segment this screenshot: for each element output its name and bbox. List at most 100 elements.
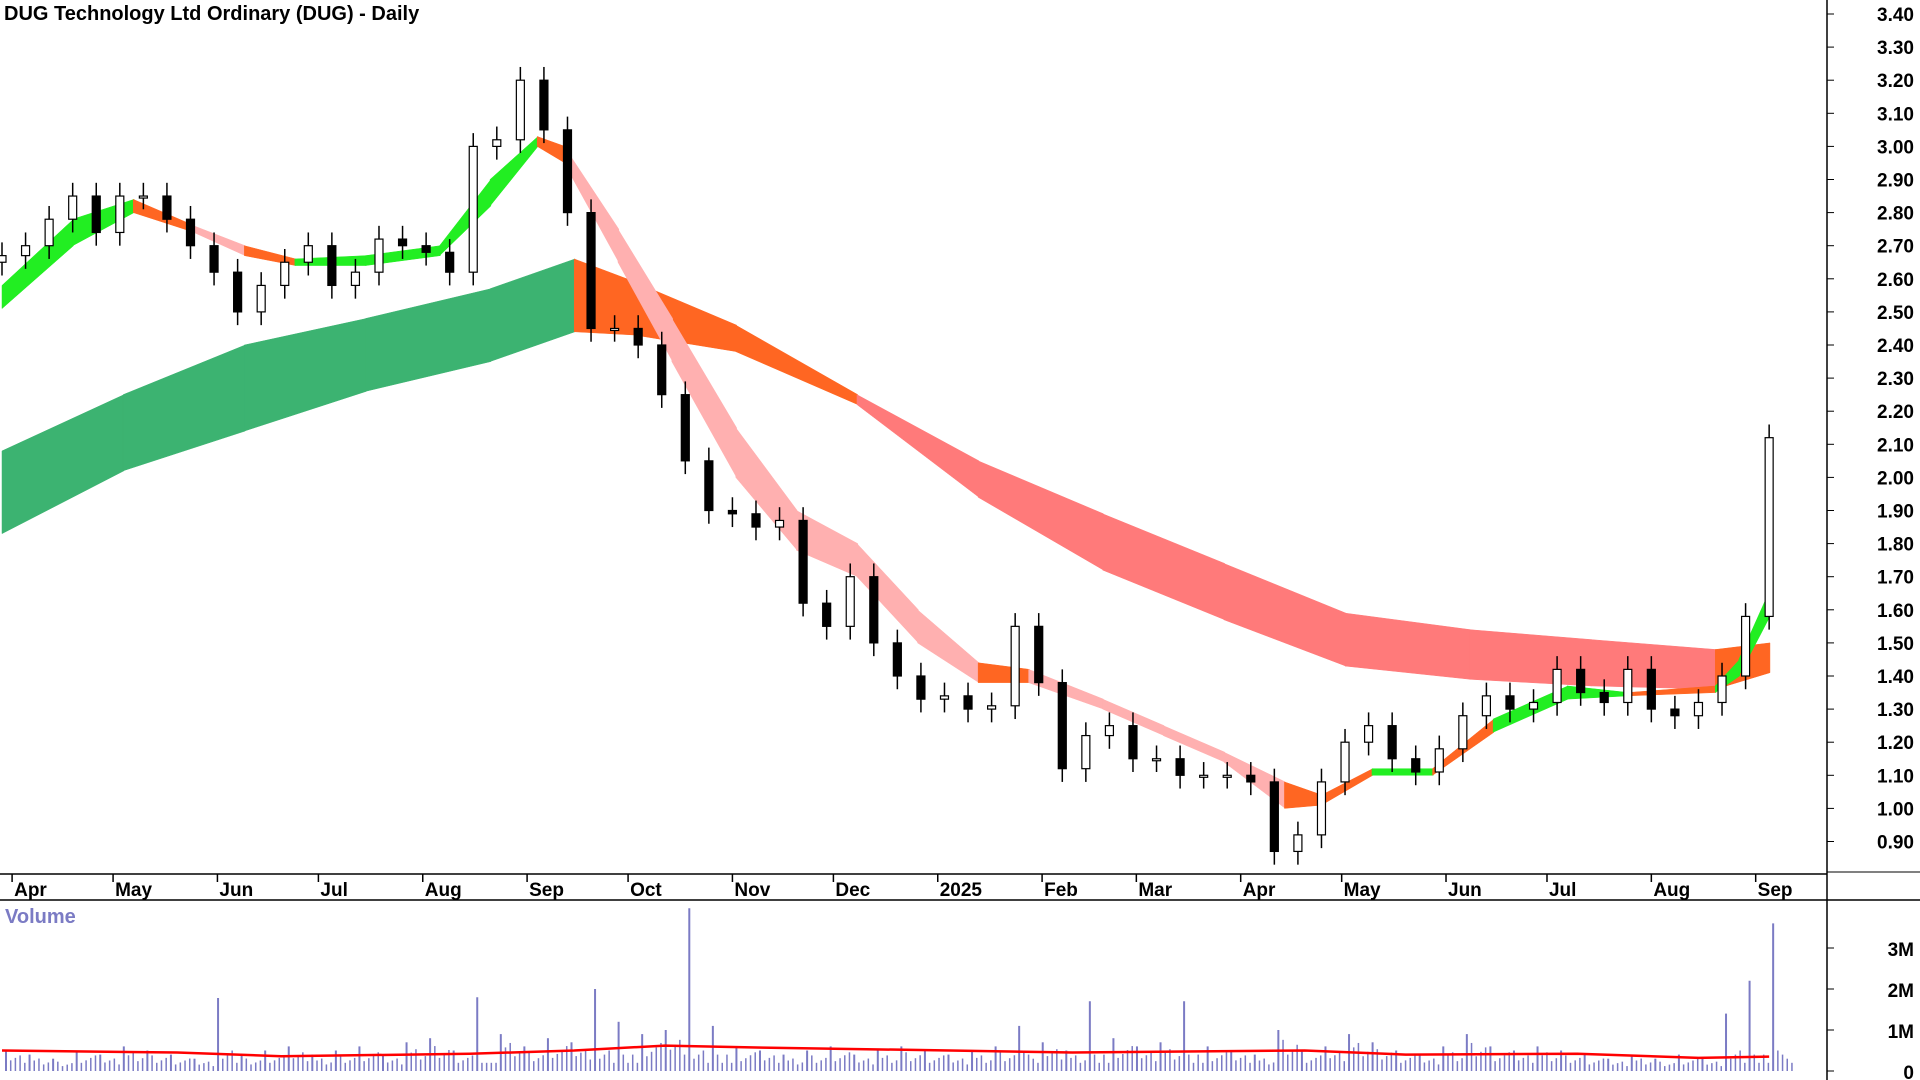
month-tick-label: Oct <box>630 880 662 901</box>
candle-body <box>963 695 973 710</box>
candle-body <box>633 327 643 346</box>
price-tick-label: 3.00 <box>1877 137 1914 158</box>
volume-label: Volume <box>5 906 76 928</box>
short-band-segment <box>856 542 919 644</box>
candle-body <box>1740 615 1751 677</box>
month-tick-label: 2025 <box>940 880 983 901</box>
price-tick-label: 2.30 <box>1877 369 1914 390</box>
price-tick-label: 1.70 <box>1877 568 1914 589</box>
candle-body <box>1387 725 1397 760</box>
price-tick-label: 2.50 <box>1877 303 1914 324</box>
candle-body <box>209 245 219 273</box>
long-band-segment <box>977 460 1104 571</box>
price-tick-label: 1.20 <box>1877 733 1914 754</box>
month-tick-label: Jun <box>219 880 253 901</box>
candle-body <box>115 195 125 234</box>
candle-body <box>610 327 620 332</box>
long-band-segment <box>244 318 367 432</box>
month-tick-label: Sep <box>1758 880 1793 901</box>
short-band-segment <box>1371 768 1434 776</box>
candle-body <box>256 284 266 313</box>
candle-body <box>822 602 832 627</box>
candle-body <box>1576 668 1586 694</box>
candle-body <box>1528 701 1539 710</box>
short-band-segment <box>439 178 492 257</box>
candle-body <box>1693 701 1704 717</box>
short-band-segment <box>193 225 246 257</box>
month-tick-label: Dec <box>835 880 870 901</box>
candle-body <box>727 509 738 515</box>
price-tick-label: 0.90 <box>1877 833 1914 854</box>
month-tick-label: Apr <box>1243 880 1276 901</box>
price-tick-label: 2.80 <box>1877 204 1914 225</box>
candle-body <box>280 261 290 287</box>
candle-body <box>704 460 714 512</box>
candle-body <box>1481 695 1492 717</box>
month-tick-label: Sep <box>529 880 564 901</box>
candle-body <box>162 195 172 220</box>
candle-body <box>869 576 879 644</box>
price-tick-label: 1.40 <box>1877 667 1914 688</box>
month-tick-label: Mar <box>1138 880 1172 901</box>
price-tick-label: 2.70 <box>1877 237 1914 258</box>
candle-body <box>1034 625 1044 684</box>
candle-body <box>539 79 549 131</box>
candle-body <box>1293 834 1303 853</box>
candle-body <box>421 245 431 253</box>
month-tick-label: Nov <box>734 880 770 901</box>
long-band-segment <box>365 288 492 392</box>
candle-body <box>1316 781 1327 836</box>
candles <box>0 66 1774 865</box>
candle-body <box>1434 748 1444 773</box>
candle-body <box>1128 725 1138 760</box>
chart-title: DUG Technology Ltd Ordinary (DUG) - Dail… <box>4 3 420 25</box>
price-tick-label: 1.00 <box>1877 799 1914 820</box>
candle-body <box>350 271 361 287</box>
price-tick-label: 1.50 <box>1877 634 1914 655</box>
candle-body <box>1246 774 1256 783</box>
candle-body <box>1340 741 1350 783</box>
candle-body <box>751 513 761 528</box>
candle-body <box>1670 708 1680 717</box>
volume-tick-label: 3M <box>1888 940 1914 961</box>
candle-body <box>1081 734 1091 770</box>
long-band-segment <box>1469 629 1592 687</box>
candle-body <box>44 218 54 247</box>
short-band-segment <box>536 136 566 164</box>
short-band-segment <box>735 426 798 551</box>
candle-body <box>1151 758 1162 762</box>
candle-body <box>1458 715 1468 750</box>
volume-moving-average <box>1 1044 1770 1060</box>
month-tick-label: Feb <box>1044 880 1078 901</box>
price-tick-label: 2.40 <box>1877 336 1914 357</box>
long-band-segment <box>489 258 576 362</box>
candle-body <box>774 519 785 528</box>
candle-body <box>1552 668 1562 704</box>
candle-body <box>397 238 408 247</box>
candle-body <box>987 705 997 710</box>
volume-tick-label: 2M <box>1888 981 1914 1002</box>
candle-body <box>586 212 596 330</box>
candle-body <box>1717 675 1727 704</box>
candle-body <box>1057 682 1067 770</box>
candle-body <box>1104 725 1115 737</box>
volume-bars <box>1 908 1793 1071</box>
candle-body <box>845 576 855 627</box>
long-band-segment <box>1 394 125 535</box>
price-tick-label: 2.00 <box>1877 468 1914 489</box>
long-band-segment <box>1102 513 1225 621</box>
candle-body <box>20 245 31 257</box>
price-tick-label: 2.60 <box>1877 270 1914 291</box>
volume-tick-label: 1M <box>1888 1022 1914 1043</box>
candle-body <box>68 195 78 220</box>
candle-body <box>916 675 926 700</box>
price-tick-label: 2.10 <box>1877 435 1914 456</box>
short-band-segment <box>1 218 74 310</box>
price-tick-label: 1.30 <box>1877 700 1914 721</box>
price-tick-label: 3.30 <box>1877 38 1914 59</box>
price-tick-label: 2.20 <box>1877 402 1914 423</box>
long-band-segment <box>735 324 859 405</box>
candle-body <box>1411 758 1421 773</box>
candle-body <box>1623 668 1633 704</box>
candle-body <box>1363 725 1374 743</box>
